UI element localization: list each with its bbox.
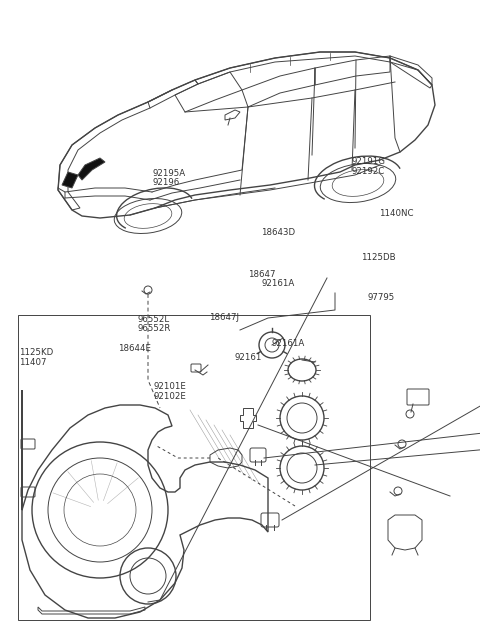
Polygon shape [62,172,78,188]
Polygon shape [78,158,105,180]
Text: 18647J: 18647J [209,313,239,322]
Text: 92161: 92161 [234,353,262,362]
Text: 92191G: 92191G [352,157,386,166]
Text: 18643D: 18643D [261,228,295,237]
Text: 96552L: 96552L [138,315,170,324]
Text: 18647: 18647 [248,270,275,279]
Text: 96552R: 96552R [138,324,171,333]
Text: 92196: 92196 [153,178,180,187]
Text: 1125KD: 1125KD [19,348,53,357]
Text: 11407: 11407 [19,358,47,367]
Text: 92102E: 92102E [154,392,186,401]
Text: 92101E: 92101E [154,382,186,391]
Text: 92161A: 92161A [261,279,294,288]
Text: 92195A: 92195A [153,169,186,178]
Text: 92192C: 92192C [352,167,385,176]
Text: 97795: 97795 [367,293,395,302]
Text: 1140NC: 1140NC [379,209,414,218]
Text: 1125DB: 1125DB [361,253,396,262]
Text: 92161A: 92161A [271,339,304,348]
Text: 18644E: 18644E [118,344,151,353]
Bar [18,315,370,620]
